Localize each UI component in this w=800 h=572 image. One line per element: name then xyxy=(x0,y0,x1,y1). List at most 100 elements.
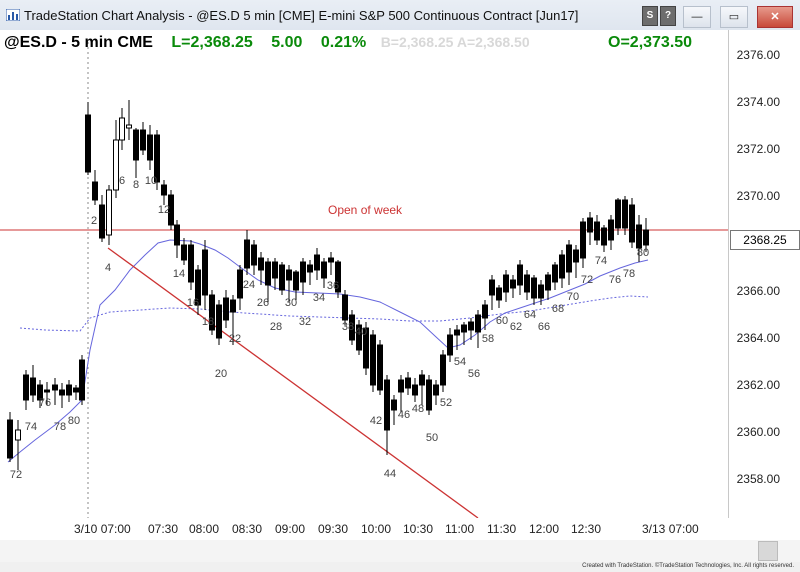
bull-candle xyxy=(126,124,132,129)
bear-candle xyxy=(244,239,250,269)
bear-candle xyxy=(580,221,586,259)
time-label: 07:30 xyxy=(148,522,179,536)
bear-candle xyxy=(216,304,222,339)
time-label: 12:30 xyxy=(571,522,602,536)
bear-candle xyxy=(52,384,58,391)
bar-number-label: 54 xyxy=(454,356,466,368)
bar-number-label: 48 xyxy=(412,403,424,415)
bear-candle xyxy=(188,244,194,283)
bar-number-label: 78 xyxy=(623,268,635,280)
sync-icon[interactable]: ? xyxy=(660,6,676,26)
window-title-bar: TradeStation Chart Analysis - @ES.D 5 mi… xyxy=(0,0,800,31)
price-axis[interactable] xyxy=(728,30,800,518)
bear-candle xyxy=(321,261,327,279)
bar-number-label: 74 xyxy=(595,255,607,267)
bar-number-label: 52 xyxy=(440,397,452,409)
bear-candle xyxy=(335,261,341,293)
bar-number-label: 4 xyxy=(105,262,111,274)
bear-candle xyxy=(615,199,621,229)
bar-number-label: 72 xyxy=(581,274,593,286)
maximize-button[interactable]: ▭ xyxy=(720,6,748,28)
bar-number-label: 20 xyxy=(215,368,227,380)
price-label: 2376.00 xyxy=(736,48,780,62)
bear-candle xyxy=(356,324,362,351)
time-label: 3/10 07:00 xyxy=(74,522,131,536)
bear-candle xyxy=(168,194,174,226)
bar-number-label: 6 xyxy=(119,175,125,187)
bear-candle xyxy=(447,334,453,356)
bear-candle xyxy=(370,334,376,386)
chart-plot-area[interactable] xyxy=(0,30,728,518)
bear-candle xyxy=(496,287,502,301)
bear-candle xyxy=(636,224,642,249)
bar-number-label: 2 xyxy=(91,215,97,227)
open-price-label: O=2,373.50 xyxy=(608,34,693,51)
bear-candle xyxy=(468,321,474,331)
bear-candle xyxy=(73,387,79,393)
close-button[interactable]: ✕ xyxy=(757,6,793,28)
symbol-label: @ES.D - 5 min CME xyxy=(4,34,153,51)
bear-candle xyxy=(342,294,348,321)
bar-number-label: 18 xyxy=(202,316,214,328)
copyright-footer: Created with TradeStation. ©TradeStation… xyxy=(582,563,794,569)
scrollbar-thumb[interactable] xyxy=(758,541,778,561)
bar-number-label: 62 xyxy=(510,321,522,333)
bear-candle xyxy=(140,129,146,151)
bear-candle xyxy=(391,399,397,411)
bear-candle xyxy=(258,257,264,271)
bear-candle xyxy=(279,264,285,291)
bar-number-label: 22 xyxy=(229,333,241,345)
price-label: 2374.00 xyxy=(736,95,780,109)
bar-number-label: 24 xyxy=(243,279,255,291)
bear-candle xyxy=(629,204,635,243)
horizontal-scrollbar[interactable] xyxy=(0,540,800,562)
bar-number-label: 74 xyxy=(25,421,37,433)
bear-candle xyxy=(237,269,243,299)
symbol-link-icon[interactable]: S xyxy=(642,6,658,26)
bull-candle xyxy=(106,189,112,236)
bear-candle xyxy=(99,204,105,239)
moving-average-dotted-line xyxy=(19,295,649,332)
bar-number-label: 60 xyxy=(496,315,508,327)
price-label: 2360.00 xyxy=(736,425,780,439)
bear-candle xyxy=(538,284,544,299)
bear-candle xyxy=(161,184,167,196)
bear-candle xyxy=(223,297,229,321)
bear-candle xyxy=(594,221,600,241)
bar-number-label: 16 xyxy=(187,297,199,309)
chart-header: @ES.D - 5 min CME L=2,368.25 5.00 0.21% … xyxy=(4,34,530,56)
bull-candle xyxy=(113,139,119,191)
bear-candle xyxy=(608,219,614,241)
bear-candle xyxy=(147,134,153,161)
bear-candle xyxy=(59,389,65,396)
minimize-button[interactable]: — xyxy=(683,6,711,28)
bear-candle xyxy=(384,379,390,431)
bull-candle xyxy=(15,429,21,441)
bear-candle xyxy=(7,419,13,459)
bear-candle xyxy=(79,359,85,401)
moving-average-blue-line xyxy=(7,239,649,463)
time-label: 08:30 xyxy=(232,522,263,536)
bear-candle xyxy=(363,327,369,369)
bar-number-label: 68 xyxy=(552,303,564,315)
bar-number-label: 28 xyxy=(270,321,282,333)
bear-candle xyxy=(573,249,579,263)
time-axis[interactable]: 3/10 07:00 07:30 08:00 08:30 09:00 09:30… xyxy=(0,518,800,540)
open-of-week-label: Open of week xyxy=(328,203,403,217)
bear-candle xyxy=(643,229,649,246)
price-label: 2358.00 xyxy=(736,472,780,486)
bar-number-label: 36 xyxy=(327,280,339,292)
bear-candle xyxy=(545,274,551,291)
bear-candle xyxy=(482,304,488,319)
bar-number-label: 64 xyxy=(524,309,536,321)
bear-candle xyxy=(23,374,29,401)
time-label: 10:00 xyxy=(361,522,392,536)
bear-candle xyxy=(30,377,36,396)
bear-candle xyxy=(419,374,425,386)
bear-candle xyxy=(622,199,628,229)
bear-candle xyxy=(44,389,50,393)
bar-number-label: 50 xyxy=(426,432,438,444)
bar-number-label: 14 xyxy=(173,268,185,280)
bear-candle xyxy=(265,261,271,286)
